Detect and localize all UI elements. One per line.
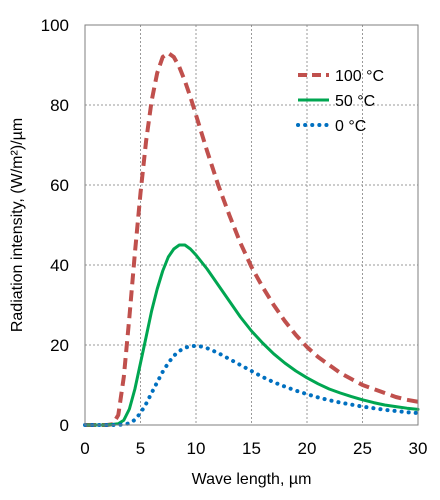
x-tick-label: 10: [187, 439, 206, 458]
y-tick-label: 0: [60, 416, 69, 435]
legend-label-1: 100 °C: [335, 68, 384, 85]
y-tick-label: 80: [50, 96, 69, 115]
x-tick-label: 15: [242, 439, 261, 458]
series-line-2: [83, 243, 420, 427]
series-line-3: [83, 343, 420, 427]
x-axis-ticks: 0 5 10 15 20 25 30: [80, 439, 427, 458]
y-tick-label: 100: [41, 16, 69, 35]
y-axis-title: Radiation intensity, (W/m²)/µm: [9, 118, 26, 332]
legend: 100 °C 50 °C 0 °C: [296, 68, 384, 135]
y-tick-label: 60: [50, 176, 69, 195]
x-tick-label: 25: [353, 439, 372, 458]
y-tick-label: 20: [50, 336, 69, 355]
x-tick-label: 0: [80, 439, 89, 458]
series-layer: [83, 51, 420, 427]
x-axis-title: Wave length, µm: [192, 471, 312, 488]
grid: [85, 25, 418, 425]
x-tick-label: 30: [409, 439, 428, 458]
y-tick-label: 40: [50, 256, 69, 275]
plot-frame: [84, 24, 419, 426]
series-line-1: [85, 51, 419, 427]
legend-label-3: 0 °C: [335, 118, 366, 135]
x-tick-label: 5: [136, 439, 145, 458]
x-tick-label: 20: [298, 439, 317, 458]
legend-label-2: 50 °C: [335, 93, 375, 110]
y-axis-ticks: 0 20 40 60 80 100: [41, 16, 69, 435]
